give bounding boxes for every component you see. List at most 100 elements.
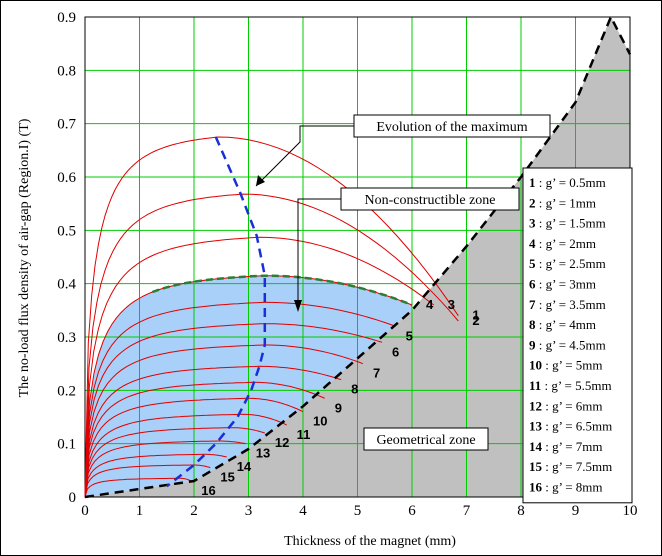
y-tick-label: 0.2 — [57, 383, 76, 399]
curve-label-9: 9 — [335, 400, 342, 415]
y-tick-label: 0.6 — [57, 170, 76, 186]
series-line-7 — [84, 344, 364, 498]
series-line-6 — [84, 323, 383, 498]
legend-text: : g’ = 6.5mm — [542, 419, 612, 434]
legend-number: 7 — [529, 297, 536, 312]
legend-text: : g’ = 8mm — [542, 480, 603, 495]
x-tick-label: 4 — [299, 503, 307, 519]
series-line-15 — [84, 464, 211, 498]
legend-text: : g’ = 7.5mm — [542, 459, 612, 474]
geometrical-boundary — [84, 14, 632, 499]
legend-number: 1 — [529, 175, 536, 190]
legend-number: 12 — [529, 398, 542, 413]
y-tick-label: 0.5 — [57, 223, 76, 239]
legend-number: 14 — [529, 439, 543, 454]
legend-text: : g’ = 4mm — [536, 317, 597, 332]
curve-label-12: 12 — [275, 435, 289, 450]
legend-number: 13 — [529, 419, 543, 434]
series-line-13 — [84, 440, 246, 498]
curve-label-11: 11 — [297, 427, 311, 442]
legend-text: : g’ = 7mm — [542, 439, 603, 454]
curve-label-13: 13 — [256, 446, 270, 461]
geometrical-zone — [85, 17, 630, 497]
maximum-locus — [166, 136, 267, 488]
arrowhead-nonconstructible — [294, 300, 302, 312]
legend-entry-5: 5 : g’ = 2.5mm — [529, 256, 606, 271]
legend-entry-3: 3 : g’ = 1.5mm — [529, 216, 606, 231]
y-tick-label: 0.3 — [57, 330, 76, 346]
curve-label-10: 10 — [313, 414, 327, 429]
annotation-nonconstructible: Non-constructible zone — [364, 193, 495, 208]
legend-entry-6: 6 : g’ = 3mm — [529, 277, 596, 292]
legend-text: : g’ = 0.5mm — [536, 175, 606, 190]
x-tick-label: 8 — [517, 503, 525, 519]
legend-text: : g’ = 2mm — [536, 236, 597, 251]
y-tick-label: 0 — [69, 490, 77, 506]
legend-text: : g’ = 6mm — [542, 398, 603, 413]
legend-text: : g’ = 5.5mm — [541, 378, 611, 393]
legend-entry-16: 16 : g’ = 8mm — [529, 480, 603, 495]
legend-entry-11: 11 : g’ = 5.5mm — [529, 378, 612, 393]
legend-entry-8: 8 : g’ = 4mm — [529, 317, 596, 332]
legend-number: 15 — [529, 459, 543, 474]
curve-label-2: 2 — [472, 313, 479, 328]
y-tick-label: 0.9 — [57, 10, 76, 26]
series-line-3 — [84, 236, 435, 498]
legend-entry-1: 1 : g’ = 0.5mm — [529, 175, 606, 190]
legend-text: : g’ = 1mm — [536, 195, 597, 210]
x-tick-label: 1 — [136, 503, 144, 519]
y-axis-title: The no-load flux density of air-gap (Reg… — [17, 118, 32, 397]
legend-entry-14: 14 : g’ = 7mm — [529, 439, 603, 454]
legend-text: : g’ = 3.5mm — [536, 297, 606, 312]
y-tick-label: 0.7 — [57, 117, 76, 133]
series-line-16 — [84, 477, 192, 498]
curve-label-5: 5 — [406, 328, 413, 343]
series-line-8 — [84, 365, 342, 498]
series-line-14 — [84, 453, 227, 498]
dashed-limit-curve-4 — [151, 274, 413, 307]
annotation-geometrical: Geometrical zone — [376, 433, 475, 448]
curve-label-16: 16 — [201, 483, 215, 498]
curve-label-3: 3 — [448, 297, 455, 312]
legend-entry-9: 9 : g’ = 4.5mm — [529, 337, 606, 352]
legend-entry-10: 10 : g’ = 5mm — [529, 358, 603, 373]
x-axis-title: Thickness of the magnet (mm) — [284, 534, 456, 549]
arrowhead-evolution — [256, 175, 265, 186]
legend-number: 6 — [529, 277, 536, 292]
annotation-evolution: Evolution of the maximum — [376, 120, 527, 135]
x-tick-label: 6 — [408, 503, 416, 519]
series-line-12 — [84, 427, 265, 498]
legend-number: 3 — [529, 216, 536, 231]
legend-entry-15: 15 : g’ = 7.5mm — [529, 459, 612, 474]
curve-label-1: 1 — [472, 308, 479, 323]
curve-label-6: 6 — [392, 344, 399, 359]
legend-number: 2 — [529, 195, 536, 210]
annotation-arrow-nonconstructible — [297, 198, 341, 302]
y-tick-label: 0.8 — [57, 63, 76, 79]
series-line-9 — [84, 381, 325, 498]
legend-text: : g’ = 2.5mm — [536, 256, 606, 271]
legend-number: 10 — [529, 358, 542, 373]
y-tick-label: 0.4 — [57, 277, 76, 293]
legend-entry-13: 13 : g’ = 6.5mm — [529, 419, 612, 434]
legend-number: 5 — [529, 256, 536, 271]
curve-label-15: 15 — [220, 470, 234, 485]
legend-text: : g’ = 5mm — [542, 358, 603, 373]
curve-label-14: 14 — [237, 459, 252, 474]
series-line-11 — [84, 413, 287, 498]
x-tick-label: 7 — [463, 503, 471, 519]
annotation-arrow-evolution — [255, 125, 354, 187]
x-tick-label: 5 — [354, 503, 362, 519]
x-tick-label: 10 — [623, 503, 638, 519]
legend-text: : g’ = 1.5mm — [536, 216, 606, 231]
legend-text: : g’ = 4.5mm — [536, 337, 606, 352]
annotation-box-geometrical — [363, 427, 489, 451]
legend-entry-2: 2 : g’ = 1mm — [529, 195, 596, 210]
legend-number: 4 — [529, 236, 536, 251]
curve-label-7: 7 — [373, 366, 380, 381]
legend-entry-12: 12 : g’ = 6mm — [529, 398, 603, 413]
x-tick-label: 0 — [81, 503, 89, 519]
